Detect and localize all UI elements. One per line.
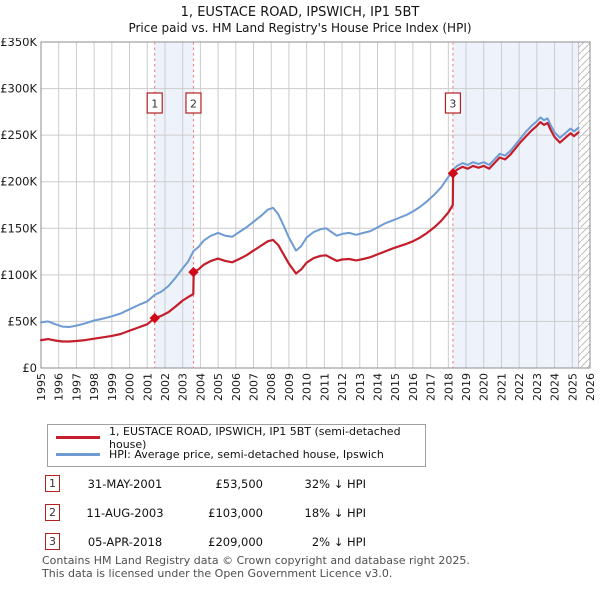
sale-marker-diamond xyxy=(447,168,459,179)
license-footer: Contains HM Land Registry data © Crown c… xyxy=(42,554,470,580)
x-axis-tick-label: 2009 xyxy=(283,373,296,401)
sale-number-box xyxy=(185,92,202,114)
x-axis-tick-label: 2001 xyxy=(141,373,154,401)
x-axis-tick-label: 2016 xyxy=(407,373,420,401)
x-axis-tick-label: 2013 xyxy=(354,373,367,401)
price-chart: 1 2 3 1995 1996 1997 1998 1999 2000 2001 2002 2003 2… xyxy=(0,38,597,401)
y-axis-tick-label: £250K xyxy=(0,128,37,142)
legend-item-label: HPI: Average price, semi-detached house,… xyxy=(109,448,384,461)
x-axis-tick-label: 2004 xyxy=(194,373,207,401)
sale-date: 31-MAY-2001 xyxy=(87,476,163,491)
y-axis-tick-label: £350K xyxy=(0,38,37,49)
sale-number-badge: 2 xyxy=(45,504,60,521)
x-axis-tick-label: 2024 xyxy=(549,373,562,401)
x-axis-tick-label: 2026 xyxy=(584,373,597,401)
chart-legend: 1, EUSTACE ROAD, IPSWICH, IP1 5BT (semi-… xyxy=(47,424,426,467)
property-line-swatch xyxy=(56,436,100,439)
y-axis-tick-label: £150K xyxy=(0,221,37,235)
sale-number-box xyxy=(444,92,462,114)
x-axis-tick-label: 2017 xyxy=(425,373,438,401)
sale-hpi-diff: 32% ↓ HPI xyxy=(304,476,366,491)
x-axis-tick-label: 2008 xyxy=(265,373,278,401)
y-axis-tick-label: £300K xyxy=(0,82,37,96)
footer-line-1: Contains HM Land Registry data © Crown c… xyxy=(42,554,470,567)
x-axis-tick-label: 2012 xyxy=(336,373,349,401)
x-axis-tick-label: 2000 xyxy=(124,373,137,401)
ownership-band xyxy=(452,42,579,368)
sale-number-box-label: 3 xyxy=(449,98,456,111)
page-subtitle: Price paid vs. HM Land Registry's House … xyxy=(128,21,472,35)
plot-frame xyxy=(40,41,591,369)
sale-price: £103,000 xyxy=(208,505,263,520)
sale-date: 11-AUG-2003 xyxy=(86,505,164,520)
x-axis-tick-label: 2025 xyxy=(566,373,579,401)
x-axis-tick-label: 2011 xyxy=(318,373,331,401)
x-axis-tick-label: 2022 xyxy=(513,373,526,401)
sale-hpi-diff: 18% ↓ HPI xyxy=(304,505,366,520)
x-axis-tick-label: 2023 xyxy=(531,373,544,401)
x-axis-tick-label: 2006 xyxy=(230,373,243,401)
sale-number-box-label: 1 xyxy=(151,98,158,111)
sale-marker-diamond xyxy=(149,312,160,324)
y-axis-tick-label: £0 xyxy=(22,361,37,375)
sale-price: £209,000 xyxy=(208,534,263,549)
legend-item-property: 1, EUSTACE ROAD, IPSWICH, IP1 5BT (semi-… xyxy=(56,425,417,451)
x-axis-tick-label: 2005 xyxy=(212,373,225,401)
sale-marker-diamond xyxy=(188,266,199,278)
future-hatch-band xyxy=(578,41,591,369)
x-axis-tick-label: 2014 xyxy=(371,373,384,401)
sales-table: 1 31-MAY-2001 £53,500 32% ↓ HPI 2 11-AUG… xyxy=(45,474,366,561)
x-axis-tick-label: 2003 xyxy=(177,373,190,401)
sale-number-badge: 3 xyxy=(45,533,60,550)
y-axis-tick-label: £200K xyxy=(0,175,37,189)
x-axis-tick-label: 1996 xyxy=(53,373,66,401)
x-axis-tick-label: 2019 xyxy=(460,373,473,401)
x-axis-tick-label: 2002 xyxy=(159,373,172,401)
sale-date: 05-APR-2018 xyxy=(87,534,163,549)
hpi-line-swatch xyxy=(56,453,100,456)
property-price-line xyxy=(39,121,580,343)
x-axis-tick-label: 2020 xyxy=(478,373,491,401)
sale-number-box xyxy=(146,92,163,114)
x-axis-tick-label: 2018 xyxy=(442,373,455,401)
legend-item-label: 1, EUSTACE ROAD, IPSWICH, IP1 5BT (semi-… xyxy=(109,424,401,451)
sale-number-box-label: 2 xyxy=(190,98,197,111)
footer-line-2: This data is licensed under the Open Gov… xyxy=(42,566,393,580)
sale-number-badge: 1 xyxy=(45,475,60,492)
y-axis-tick-label: £50K xyxy=(8,314,38,328)
x-axis-tick-label: 2010 xyxy=(301,373,314,401)
table-row: 3 05-APR-2018 £209,000 2% ↓ HPI xyxy=(45,532,366,551)
table-row: 2 11-AUG-2003 £103,000 18% ↓ HPI xyxy=(45,503,366,522)
sale-price: £53,500 xyxy=(215,476,263,491)
y-axis-tick-label: £100K xyxy=(0,268,37,282)
legend-item-hpi: HPI: Average price, semi-detached house,… xyxy=(56,446,417,463)
x-axis-tick-label: 2007 xyxy=(248,373,261,401)
page-title: 1, EUSTACE ROAD, IPSWICH, IP1 5BT xyxy=(180,5,420,20)
x-axis-tick-label: 2015 xyxy=(389,373,402,401)
table-row: 1 31-MAY-2001 £53,500 32% ↓ HPI xyxy=(45,474,366,493)
x-axis-tick-label: 1995 xyxy=(35,373,48,401)
hpi-line xyxy=(40,116,580,328)
ownership-band xyxy=(154,42,194,368)
sale-hpi-diff: 2% ↓ HPI xyxy=(311,534,366,549)
x-axis-tick-label: 2021 xyxy=(495,373,508,401)
x-axis-tick-label: 1999 xyxy=(106,373,119,401)
x-axis-tick-label: 1997 xyxy=(70,373,83,401)
x-axis-tick-label: 1998 xyxy=(88,373,101,401)
